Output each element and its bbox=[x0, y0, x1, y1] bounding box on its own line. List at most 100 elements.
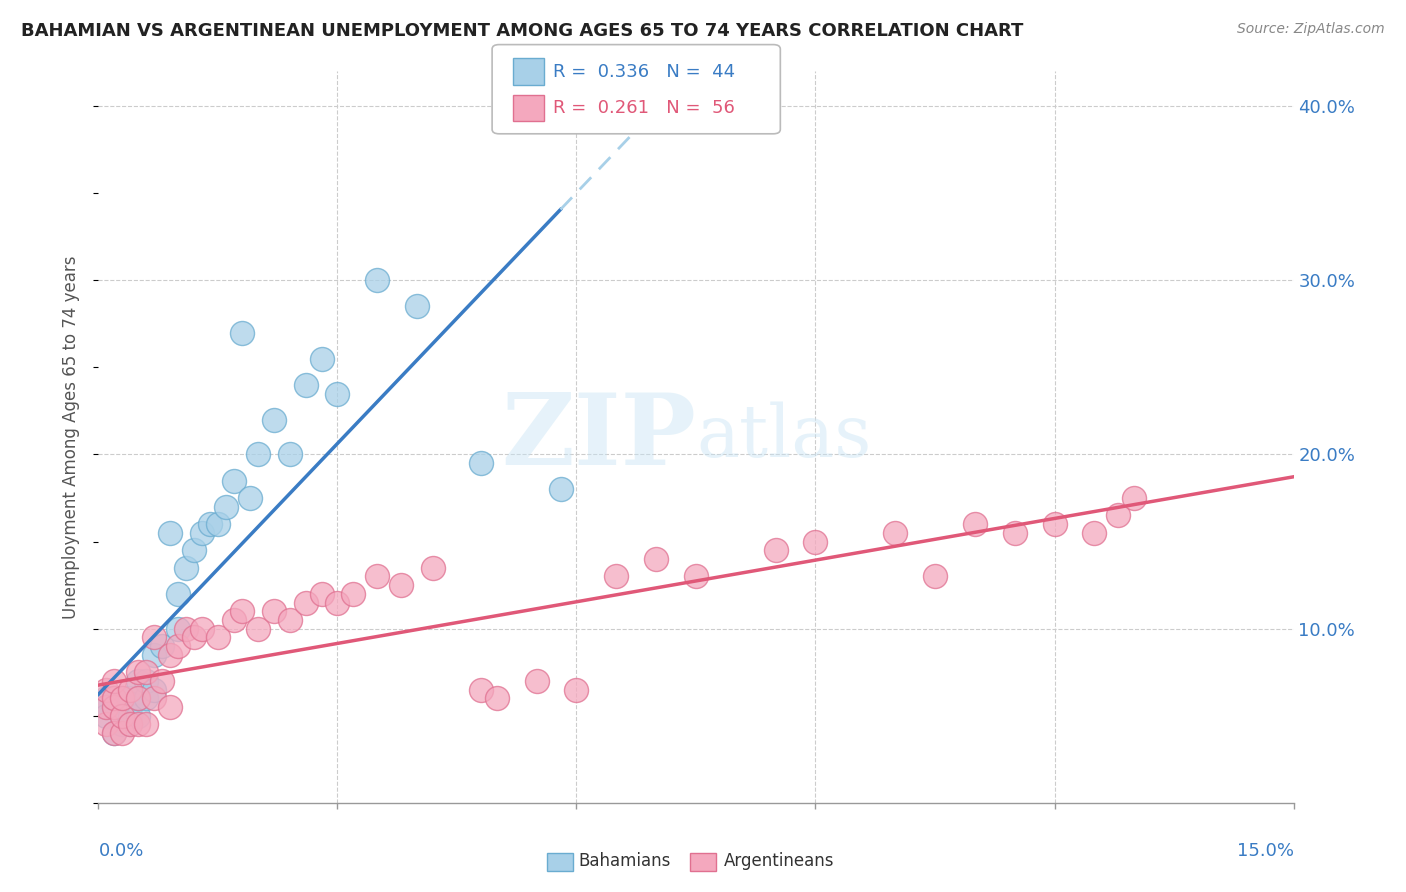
Text: R =  0.261   N =  56: R = 0.261 N = 56 bbox=[553, 99, 734, 117]
Point bbox=[159, 700, 181, 714]
Point bbox=[167, 639, 190, 653]
Point bbox=[120, 691, 142, 706]
Point bbox=[884, 525, 907, 540]
Point bbox=[120, 682, 142, 697]
Point bbox=[103, 726, 125, 740]
Point bbox=[143, 631, 166, 645]
Point bbox=[389, 578, 412, 592]
Point bbox=[120, 717, 142, 731]
Point bbox=[103, 726, 125, 740]
Text: ZIP: ZIP bbox=[501, 389, 696, 485]
Point bbox=[143, 691, 166, 706]
Text: R =  0.336   N =  44: R = 0.336 N = 44 bbox=[553, 62, 735, 80]
Point bbox=[111, 691, 134, 706]
Point bbox=[485, 691, 508, 706]
Point bbox=[246, 622, 269, 636]
Point bbox=[198, 517, 221, 532]
Point bbox=[111, 726, 134, 740]
Point bbox=[103, 700, 125, 714]
Text: Bahamians: Bahamians bbox=[579, 853, 671, 871]
Point bbox=[406, 300, 429, 314]
Point bbox=[470, 682, 492, 697]
Point bbox=[174, 560, 197, 574]
Point bbox=[342, 587, 364, 601]
Point bbox=[470, 456, 492, 470]
Point bbox=[246, 448, 269, 462]
Point bbox=[191, 622, 214, 636]
Point bbox=[605, 569, 627, 583]
Point bbox=[143, 682, 166, 697]
Point bbox=[231, 604, 253, 618]
Point bbox=[765, 543, 787, 558]
Point bbox=[326, 595, 349, 609]
Point bbox=[96, 691, 118, 706]
Point bbox=[239, 491, 262, 505]
Point bbox=[1107, 508, 1129, 523]
Point bbox=[120, 717, 142, 731]
Point bbox=[143, 648, 166, 662]
Point bbox=[326, 386, 349, 401]
Point bbox=[159, 525, 181, 540]
Point bbox=[127, 708, 149, 723]
Point bbox=[183, 631, 205, 645]
Point bbox=[207, 631, 229, 645]
Text: BAHAMIAN VS ARGENTINEAN UNEMPLOYMENT AMONG AGES 65 TO 74 YEARS CORRELATION CHART: BAHAMIAN VS ARGENTINEAN UNEMPLOYMENT AMO… bbox=[21, 22, 1024, 40]
Point bbox=[135, 691, 157, 706]
Point bbox=[135, 673, 157, 688]
Point bbox=[111, 708, 134, 723]
Point bbox=[1083, 525, 1105, 540]
Point bbox=[96, 682, 118, 697]
Point bbox=[1004, 525, 1026, 540]
Point bbox=[526, 673, 548, 688]
Point bbox=[96, 717, 118, 731]
Y-axis label: Unemployment Among Ages 65 to 74 years: Unemployment Among Ages 65 to 74 years bbox=[62, 255, 80, 619]
Point bbox=[263, 604, 285, 618]
Point bbox=[1043, 517, 1066, 532]
Point bbox=[167, 622, 190, 636]
Text: Argentineans: Argentineans bbox=[724, 853, 834, 871]
Point bbox=[96, 708, 118, 723]
Point bbox=[111, 700, 134, 714]
Point bbox=[222, 474, 245, 488]
Point bbox=[278, 448, 301, 462]
Text: 0.0%: 0.0% bbox=[98, 842, 143, 860]
Point bbox=[294, 377, 316, 392]
Text: Source: ZipAtlas.com: Source: ZipAtlas.com bbox=[1237, 22, 1385, 37]
Point bbox=[366, 273, 388, 287]
Point bbox=[103, 673, 125, 688]
Point bbox=[963, 517, 986, 532]
Point bbox=[96, 700, 118, 714]
Point bbox=[96, 700, 118, 714]
Text: 15.0%: 15.0% bbox=[1236, 842, 1294, 860]
Point bbox=[127, 673, 149, 688]
Point bbox=[167, 587, 190, 601]
Point bbox=[150, 639, 173, 653]
Point bbox=[111, 691, 134, 706]
Point bbox=[924, 569, 946, 583]
Point bbox=[127, 717, 149, 731]
Point bbox=[127, 691, 149, 706]
Point bbox=[231, 326, 253, 340]
Point bbox=[120, 700, 142, 714]
Point bbox=[278, 613, 301, 627]
Point bbox=[804, 534, 827, 549]
Point bbox=[183, 543, 205, 558]
Point bbox=[174, 622, 197, 636]
Bar bbox=[547, 853, 572, 871]
Point bbox=[550, 483, 572, 497]
Point bbox=[127, 691, 149, 706]
Point bbox=[135, 665, 157, 680]
Point bbox=[1123, 491, 1146, 505]
Point bbox=[135, 717, 157, 731]
Point bbox=[311, 587, 333, 601]
Point bbox=[685, 569, 707, 583]
Point bbox=[191, 525, 214, 540]
Point bbox=[150, 673, 173, 688]
Point bbox=[111, 708, 134, 723]
Point bbox=[207, 517, 229, 532]
Point bbox=[111, 717, 134, 731]
Point bbox=[120, 708, 142, 723]
Point bbox=[645, 552, 668, 566]
Point bbox=[159, 648, 181, 662]
Point bbox=[127, 665, 149, 680]
